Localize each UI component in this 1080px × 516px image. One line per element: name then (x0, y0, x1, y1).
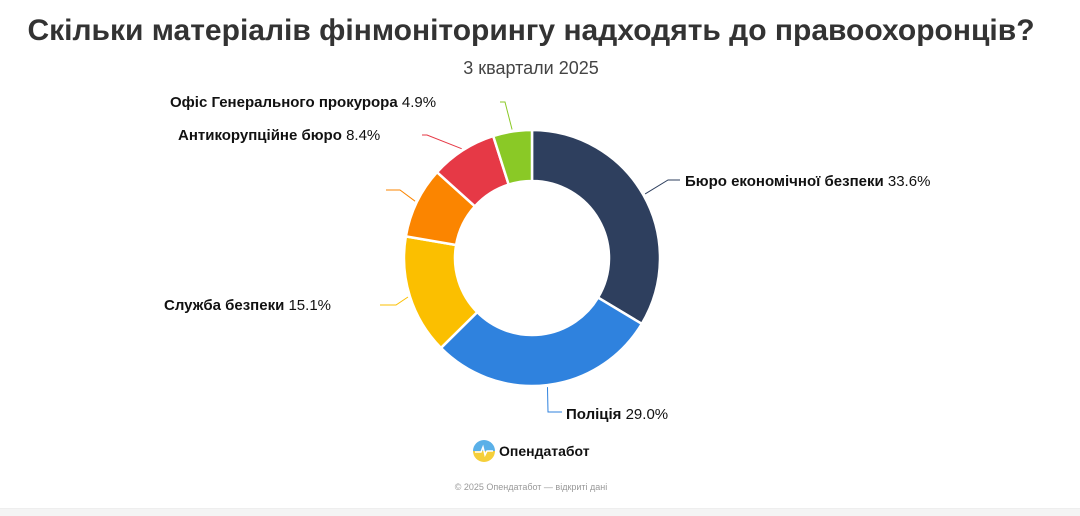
leader-line-4 (422, 134, 462, 150)
label-slice-0: Бюро економічної безпеки 33.6% (685, 173, 931, 190)
label-slice-1: Поліція 29.0% (566, 406, 669, 423)
chart-subtitle: 3 квартали 2025 (463, 58, 599, 78)
leader-line-5 (500, 101, 513, 130)
bottom-bar (0, 508, 1080, 516)
label-slice-4: Антикорупційне бюро 8.4% (178, 127, 381, 144)
donut-slice-0 (530, 128, 662, 326)
leader-line-3 (386, 189, 416, 202)
leader-line-0 (644, 179, 680, 195)
label-slice-2: Служба безпеки 15.1% (164, 297, 332, 314)
logo-text: Опендатабот (499, 443, 590, 459)
donut-slice-5 (491, 128, 534, 186)
leader-line-1 (546, 387, 562, 413)
footer-copyright: © 2025 Опендатабот — відкриті дані (454, 482, 608, 492)
leader-line-2 (380, 296, 409, 306)
donut-slice-1 (439, 296, 644, 388)
chart-title: Скільки матеріалів фінмоніторингу надход… (27, 14, 1035, 47)
opendatabot-logo-icon (473, 440, 495, 462)
opendatabot-logo: Опендатабот (473, 440, 590, 462)
label-slice-5: Офіс Генерального прокурора 4.9% (170, 94, 437, 111)
